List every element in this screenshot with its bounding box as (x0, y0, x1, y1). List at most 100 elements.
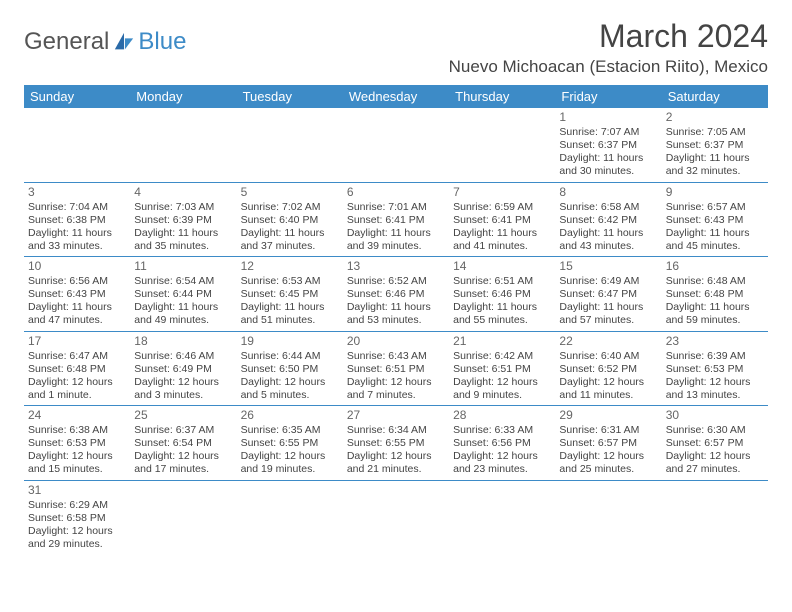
day-number: 15 (559, 259, 657, 274)
day-number: 10 (28, 259, 126, 274)
day-number: 16 (666, 259, 764, 274)
day-info: Sunrise: 6:48 AMSunset: 6:48 PMDaylight:… (666, 275, 764, 328)
calendar-cell-empty (449, 480, 555, 554)
day-number: 3 (28, 185, 126, 200)
calendar-cell: 14Sunrise: 6:51 AMSunset: 6:46 PMDayligh… (449, 257, 555, 332)
day-number: 1 (559, 110, 657, 125)
weekday-header: Tuesday (237, 85, 343, 108)
calendar-cell: 27Sunrise: 6:34 AMSunset: 6:55 PMDayligh… (343, 406, 449, 481)
calendar-cell: 10Sunrise: 6:56 AMSunset: 6:43 PMDayligh… (24, 257, 130, 332)
calendar-cell: 17Sunrise: 6:47 AMSunset: 6:48 PMDayligh… (24, 331, 130, 406)
calendar-cell: 9Sunrise: 6:57 AMSunset: 6:43 PMDaylight… (662, 182, 768, 257)
day-info: Sunrise: 7:05 AMSunset: 6:37 PMDaylight:… (666, 126, 764, 179)
logo-text-blue: Blue (138, 28, 186, 56)
day-info: Sunrise: 6:33 AMSunset: 6:56 PMDaylight:… (453, 424, 551, 477)
calendar-cell: 26Sunrise: 6:35 AMSunset: 6:55 PMDayligh… (237, 406, 343, 481)
day-info: Sunrise: 7:07 AMSunset: 6:37 PMDaylight:… (559, 126, 657, 179)
calendar-cell-empty (130, 108, 236, 182)
calendar-row: 31Sunrise: 6:29 AMSunset: 6:58 PMDayligh… (24, 480, 768, 554)
calendar-cell: 12Sunrise: 6:53 AMSunset: 6:45 PMDayligh… (237, 257, 343, 332)
day-info: Sunrise: 6:34 AMSunset: 6:55 PMDaylight:… (347, 424, 445, 477)
calendar-cell: 18Sunrise: 6:46 AMSunset: 6:49 PMDayligh… (130, 331, 236, 406)
day-number: 28 (453, 408, 551, 423)
day-number: 2 (666, 110, 764, 125)
day-info: Sunrise: 6:53 AMSunset: 6:45 PMDaylight:… (241, 275, 339, 328)
day-number: 14 (453, 259, 551, 274)
day-info: Sunrise: 6:43 AMSunset: 6:51 PMDaylight:… (347, 350, 445, 403)
calendar-cell: 29Sunrise: 6:31 AMSunset: 6:57 PMDayligh… (555, 406, 661, 481)
day-info: Sunrise: 7:01 AMSunset: 6:41 PMDaylight:… (347, 201, 445, 254)
day-number: 5 (241, 185, 339, 200)
day-info: Sunrise: 6:39 AMSunset: 6:53 PMDaylight:… (666, 350, 764, 403)
calendar-cell: 11Sunrise: 6:54 AMSunset: 6:44 PMDayligh… (130, 257, 236, 332)
calendar-cell-empty (343, 108, 449, 182)
calendar-row: 24Sunrise: 6:38 AMSunset: 6:53 PMDayligh… (24, 406, 768, 481)
day-info: Sunrise: 6:46 AMSunset: 6:49 PMDaylight:… (134, 350, 232, 403)
weekday-header-row: SundayMondayTuesdayWednesdayThursdayFrid… (24, 85, 768, 108)
day-number: 9 (666, 185, 764, 200)
day-number: 31 (28, 483, 126, 498)
day-number: 27 (347, 408, 445, 423)
day-info: Sunrise: 6:57 AMSunset: 6:43 PMDaylight:… (666, 201, 764, 254)
day-info: Sunrise: 7:04 AMSunset: 6:38 PMDaylight:… (28, 201, 126, 254)
month-title: March 2024 (449, 18, 768, 55)
day-number: 22 (559, 334, 657, 349)
calendar-cell: 15Sunrise: 6:49 AMSunset: 6:47 PMDayligh… (555, 257, 661, 332)
weekday-header: Wednesday (343, 85, 449, 108)
day-info: Sunrise: 6:59 AMSunset: 6:41 PMDaylight:… (453, 201, 551, 254)
calendar-cell: 3Sunrise: 7:04 AMSunset: 6:38 PMDaylight… (24, 182, 130, 257)
day-number: 20 (347, 334, 445, 349)
day-info: Sunrise: 6:38 AMSunset: 6:53 PMDaylight:… (28, 424, 126, 477)
day-info: Sunrise: 6:56 AMSunset: 6:43 PMDaylight:… (28, 275, 126, 328)
day-number: 19 (241, 334, 339, 349)
weekday-header: Monday (130, 85, 236, 108)
day-info: Sunrise: 6:31 AMSunset: 6:57 PMDaylight:… (559, 424, 657, 477)
calendar-cell-empty (449, 108, 555, 182)
calendar-cell: 31Sunrise: 6:29 AMSunset: 6:58 PMDayligh… (24, 480, 130, 554)
weekday-header: Friday (555, 85, 661, 108)
weekday-header: Saturday (662, 85, 768, 108)
day-number: 12 (241, 259, 339, 274)
day-info: Sunrise: 6:37 AMSunset: 6:54 PMDaylight:… (134, 424, 232, 477)
day-number: 6 (347, 185, 445, 200)
day-info: Sunrise: 6:54 AMSunset: 6:44 PMDaylight:… (134, 275, 232, 328)
calendar-cell: 28Sunrise: 6:33 AMSunset: 6:56 PMDayligh… (449, 406, 555, 481)
calendar-cell: 16Sunrise: 6:48 AMSunset: 6:48 PMDayligh… (662, 257, 768, 332)
calendar-cell: 22Sunrise: 6:40 AMSunset: 6:52 PMDayligh… (555, 331, 661, 406)
calendar-cell-empty (343, 480, 449, 554)
header: General Blue March 2024 Nuevo Michoacan … (24, 18, 768, 77)
day-info: Sunrise: 6:40 AMSunset: 6:52 PMDaylight:… (559, 350, 657, 403)
calendar-cell: 1Sunrise: 7:07 AMSunset: 6:37 PMDaylight… (555, 108, 661, 182)
calendar-row: 10Sunrise: 6:56 AMSunset: 6:43 PMDayligh… (24, 257, 768, 332)
calendar-cell-empty (24, 108, 130, 182)
calendar-cell: 30Sunrise: 6:30 AMSunset: 6:57 PMDayligh… (662, 406, 768, 481)
calendar-cell: 8Sunrise: 6:58 AMSunset: 6:42 PMDaylight… (555, 182, 661, 257)
location: Nuevo Michoacan (Estacion Riito), Mexico (449, 57, 768, 77)
logo-text-general: General (24, 28, 109, 56)
day-info: Sunrise: 7:03 AMSunset: 6:39 PMDaylight:… (134, 201, 232, 254)
day-number: 17 (28, 334, 126, 349)
day-number: 24 (28, 408, 126, 423)
calendar-cell: 2Sunrise: 7:05 AMSunset: 6:37 PMDaylight… (662, 108, 768, 182)
calendar-cell: 5Sunrise: 7:02 AMSunset: 6:40 PMDaylight… (237, 182, 343, 257)
calendar-row: 1Sunrise: 7:07 AMSunset: 6:37 PMDaylight… (24, 108, 768, 182)
day-info: Sunrise: 6:47 AMSunset: 6:48 PMDaylight:… (28, 350, 126, 403)
calendar-cell-empty (130, 480, 236, 554)
calendar-cell-empty (237, 480, 343, 554)
day-number: 25 (134, 408, 232, 423)
day-number: 4 (134, 185, 232, 200)
calendar-cell: 19Sunrise: 6:44 AMSunset: 6:50 PMDayligh… (237, 331, 343, 406)
day-number: 26 (241, 408, 339, 423)
day-info: Sunrise: 6:52 AMSunset: 6:46 PMDaylight:… (347, 275, 445, 328)
calendar-cell: 13Sunrise: 6:52 AMSunset: 6:46 PMDayligh… (343, 257, 449, 332)
calendar-cell-empty (237, 108, 343, 182)
calendar-cell: 23Sunrise: 6:39 AMSunset: 6:53 PMDayligh… (662, 331, 768, 406)
calendar-cell-empty (555, 480, 661, 554)
calendar-cell: 7Sunrise: 6:59 AMSunset: 6:41 PMDaylight… (449, 182, 555, 257)
day-number: 18 (134, 334, 232, 349)
calendar-row: 17Sunrise: 6:47 AMSunset: 6:48 PMDayligh… (24, 331, 768, 406)
calendar-cell: 4Sunrise: 7:03 AMSunset: 6:39 PMDaylight… (130, 182, 236, 257)
calendar-cell: 20Sunrise: 6:43 AMSunset: 6:51 PMDayligh… (343, 331, 449, 406)
calendar-table: SundayMondayTuesdayWednesdayThursdayFrid… (24, 85, 768, 554)
day-number: 23 (666, 334, 764, 349)
